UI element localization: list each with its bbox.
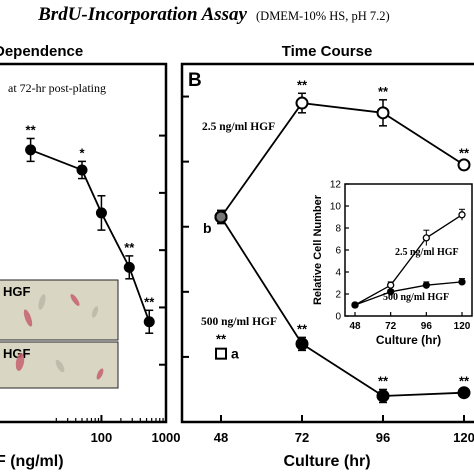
- panel-b-start-point: [214, 210, 228, 224]
- panel-a-annotation: at 72-hr post-plating: [8, 81, 106, 95]
- inset-xtick-label: 120: [454, 321, 471, 332]
- inset-ytick-label: 0: [335, 312, 341, 323]
- marker-a-label: a: [231, 346, 239, 362]
- panel-b-filled-point: [295, 337, 309, 351]
- panel-a-point: [95, 207, 107, 219]
- inset-open-point: [458, 211, 466, 219]
- significance-mark: **: [216, 332, 227, 347]
- inset-open-point: [387, 281, 395, 289]
- inset-open-point: [422, 234, 430, 242]
- inset-series-label-500: 500 ng/ml HGF: [383, 292, 449, 303]
- panel-a-point: [76, 164, 88, 176]
- panel-b-open-point: [295, 96, 309, 110]
- panel-b-open-point: [457, 158, 471, 172]
- series-label-2-5: 2.5 ng/ml HGF: [202, 121, 275, 133]
- panel-b-title: Time Course: [282, 43, 373, 60]
- panel-b-filled-point: [376, 389, 390, 403]
- cell: [38, 294, 46, 310]
- panel-b-xtick-label: 72: [295, 430, 309, 445]
- panel-b-series-line: [220, 102, 465, 218]
- significance-mark: **: [297, 321, 308, 336]
- panel-b-open-point: [376, 106, 390, 120]
- panel-b-filled-point: [457, 386, 471, 400]
- panel-a-point: [123, 261, 135, 273]
- panel-a-xtick-label: 100: [91, 430, 113, 445]
- cell: [96, 368, 104, 380]
- photo-label: HGF: [3, 284, 31, 299]
- inset-series-label-2-5: 2.5 ng/ml HGF: [395, 247, 459, 258]
- panel-b-plot: ** ** ** ** ** ** a **: [214, 77, 471, 404]
- significance-mark: **: [378, 84, 389, 99]
- panel-b-xtick-label: 96: [376, 430, 390, 445]
- panel-a: Dependence at 72-hr post-plating 100 1000…: [0, 43, 180, 470]
- panel-b-inset: 0 2 4 6 8 10 12 48 72 96 120 Culture (hr) Relative C…: [312, 180, 473, 347]
- figure-title: BrdU-Incorporation Assay: [37, 4, 247, 25]
- inset-ytick-label: 8: [335, 224, 341, 235]
- panel-a-title: Dependence: [0, 43, 83, 60]
- inset-ytick-label: 10: [330, 202, 342, 213]
- inset-filled-point: [351, 301, 359, 309]
- inset-xtick-label: 48: [349, 321, 361, 332]
- cell: [55, 359, 65, 373]
- panel-b: Time Course B 48 72 96 120 ** ******** **a** …: [180, 43, 474, 470]
- inset-ylabel: Relative Cell Number: [312, 194, 324, 305]
- panel-b-series-line: [220, 216, 465, 397]
- inset-ytick-label: 12: [330, 180, 342, 191]
- figure-subtitle: (DMEM-10% HS, pH 7.2): [256, 9, 390, 23]
- significance-mark: **: [26, 122, 37, 137]
- cell: [70, 294, 80, 306]
- inset-ytick-label: 4: [335, 268, 341, 279]
- panel-a-plot: *******: [25, 122, 155, 334]
- panel-b-xtick-label: 120: [453, 430, 474, 445]
- series-label-500: 500 ng/ml HGF: [201, 316, 277, 328]
- significance-mark: **: [124, 240, 135, 255]
- inset-xtick-label: 72: [385, 321, 397, 332]
- panel-a-xlabel: F (ng/ml): [0, 453, 64, 470]
- inset-xtick-label: 96: [421, 321, 433, 332]
- inset-series-line: [354, 281, 463, 306]
- inset-filled-point: [422, 281, 430, 289]
- significance-mark: **: [459, 373, 470, 388]
- panel-a-xtick-label: 1000: [152, 430, 181, 445]
- significance-mark: **: [378, 373, 389, 388]
- inset-filled-point: [387, 288, 395, 296]
- cell: [91, 306, 99, 318]
- panel-a-point: [143, 316, 155, 328]
- cell: [15, 353, 25, 371]
- inset-frame: [344, 183, 473, 317]
- panel-b-xtick-label: 48: [214, 430, 228, 445]
- inset-xlabel: Culture (hr): [376, 333, 441, 347]
- panel-a-point: [25, 144, 37, 156]
- inset-filled-point: [458, 278, 466, 286]
- significance-mark: **: [297, 77, 308, 92]
- panel-b-label: B: [188, 70, 202, 91]
- inset-ytick-label: 2: [335, 290, 341, 301]
- cell: [23, 309, 33, 327]
- point-label-b: b: [203, 220, 212, 236]
- panel-a-ticks: 100 1000: [55, 134, 181, 445]
- inset-series-line: [354, 214, 463, 306]
- significance-mark: **: [459, 146, 470, 161]
- significance-mark: *: [79, 145, 85, 160]
- panel-b-ticks: 48 72 96 120: [182, 95, 474, 445]
- cell-photo: [0, 279, 119, 341]
- panel-b-frame: [180, 62, 474, 424]
- significance-mark: **: [144, 294, 155, 309]
- marker-a-square: [215, 347, 227, 360]
- panel-b-xlabel: Culture (hr): [283, 453, 370, 470]
- inset-ytick-label: 6: [335, 246, 341, 257]
